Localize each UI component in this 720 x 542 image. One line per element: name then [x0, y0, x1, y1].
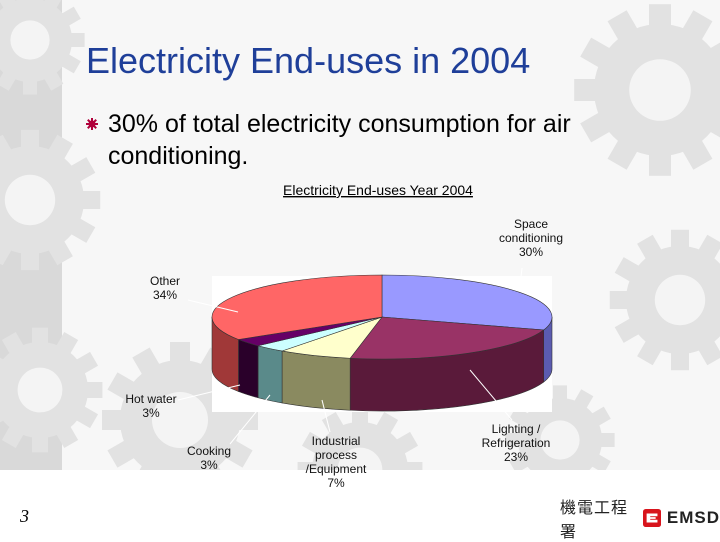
bullet-icon — [86, 118, 98, 130]
pie-slice-space-conditioning — [381, 274, 553, 331]
slice-label-hot-water: Hot water 3% — [125, 392, 176, 420]
leader-line-lighting-refrigeration — [469, 369, 513, 421]
pie-slice-other — [211, 274, 383, 340]
slice-label-cooking: Cooking 3% — [187, 444, 231, 472]
leader-line-space-conditioning — [519, 267, 523, 287]
logo-chinese-text: 機電工程署 — [560, 500, 629, 541]
emsd-logo-icon — [642, 508, 661, 528]
pie-slice-lighting-refrigeration — [349, 316, 545, 360]
leader-line-other — [187, 299, 239, 313]
chart-title: Electricity End-uses Year 2004 — [283, 182, 473, 198]
emsd-logo: 機電工程署 EMSD — [560, 500, 720, 541]
bullet-text: 30% of total electricity consumption for… — [108, 110, 571, 170]
leader-line-industrial-process-equipment — [321, 399, 331, 433]
slice-label-other: Other 34% — [150, 274, 180, 302]
leader-line-cooking — [229, 394, 271, 445]
slice-label-space-conditioning: Space conditioning 30% — [499, 217, 563, 259]
leader-line-hot-water — [177, 384, 241, 401]
pie-side-industrial-process-equipment — [281, 350, 351, 411]
slide-title: Electricity End-uses in 2004 — [86, 40, 531, 81]
slide-number: 3 — [20, 506, 29, 526]
slice-label-industrial-process-equipment: Industrial process/Equipment 7% — [306, 434, 367, 490]
pie-side-hot-water — [238, 339, 259, 399]
pie-side-cooking — [257, 345, 283, 404]
slice-label-lighting-refrigeration: Lighting / Refrigeration 23% — [482, 422, 551, 464]
logo-english-text: EMSD — [666, 508, 720, 527]
